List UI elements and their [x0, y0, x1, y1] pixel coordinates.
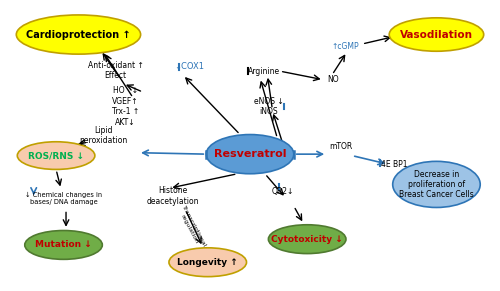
Ellipse shape [169, 248, 246, 277]
Text: Cardioprotection ↑: Cardioprotection ↑ [26, 29, 131, 40]
Text: ROS/RNS ↓: ROS/RNS ↓ [28, 151, 84, 160]
Text: QR2↓: QR2↓ [271, 187, 293, 196]
Text: Lipid
peroxidation: Lipid peroxidation [79, 126, 128, 145]
Text: Histone
deacetylation: Histone deacetylation [146, 186, 199, 206]
Text: Transcriptional
regulation: Transcriptional regulation [176, 205, 207, 251]
Text: Vasodilation: Vasodilation [400, 29, 473, 40]
Text: ↑cGMP: ↑cGMP [332, 42, 359, 51]
Text: HO   ↓
VGEF↑
Trx-1 ↑
AKT↓: HO ↓ VGEF↑ Trx-1 ↑ AKT↓ [112, 86, 140, 127]
Ellipse shape [268, 225, 346, 253]
Text: NO: NO [328, 75, 340, 84]
Ellipse shape [206, 134, 294, 174]
Text: 4E BP1: 4E BP1 [381, 160, 407, 169]
Text: mTOR: mTOR [329, 142, 352, 151]
Ellipse shape [25, 230, 102, 259]
Ellipse shape [392, 161, 480, 207]
Ellipse shape [18, 142, 95, 169]
Text: Anti-oxidant ↑
Effect: Anti-oxidant ↑ Effect [88, 61, 144, 80]
Text: Mutation ↓: Mutation ↓ [35, 240, 92, 249]
Text: Cytotoxicity ↓: Cytotoxicity ↓ [272, 235, 343, 244]
Text: ↓COX1: ↓COX1 [174, 62, 204, 71]
Text: Resveratrol: Resveratrol [214, 149, 286, 159]
Text: Decrease in
proliferation of
Breast Cancer Cells: Decrease in proliferation of Breast Canc… [399, 170, 474, 199]
Ellipse shape [16, 15, 140, 54]
Text: eNOS ↓
iNOS: eNOS ↓ iNOS [254, 97, 284, 116]
Text: ↓ Chemical changes in
bases/ DNA damage: ↓ Chemical changes in bases/ DNA damage [25, 192, 102, 205]
Text: Arginine: Arginine [248, 67, 280, 76]
Text: Longevity ↑: Longevity ↑ [178, 258, 238, 267]
Ellipse shape [389, 18, 484, 51]
